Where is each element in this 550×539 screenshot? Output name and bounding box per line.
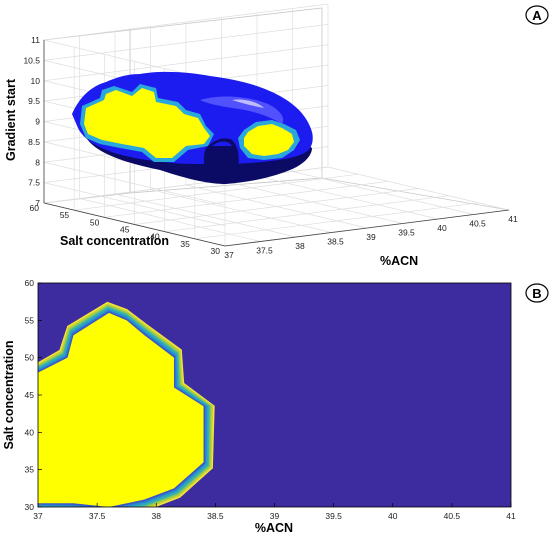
grid-z-side: [43, 161, 226, 206]
z-tick-label: 7: [35, 198, 40, 208]
panel-a-ticks: 37 37.5 38 38.5 39 39.5 40 40.5 41 30 35 40 45 50 55 60…: [23, 35, 518, 260]
y-tick-label: 55: [60, 210, 70, 220]
grid-y-floor: [74, 173, 359, 211]
x-tick-label: 40: [388, 511, 398, 521]
grid-z-back: [43, 44, 329, 82]
panel-a-letter: A: [532, 8, 542, 23]
x-tick-label: 37: [33, 511, 43, 521]
surface-valley: [203, 138, 239, 180]
y-tick-label: 45: [25, 390, 35, 400]
y-tick-label: 40: [150, 232, 160, 242]
panel-a-3d-surface: 37 37.5 38 38.5 39 39.5 40 40.5 41 30 35 40 45 50 55 60…: [4, 3, 549, 268]
z-tick-label: 11: [31, 35, 40, 45]
surface-highlight-2: [232, 99, 264, 108]
grid-z-back: [43, 3, 329, 41]
y-tick-label: 45: [120, 225, 130, 235]
heatmap-contour-layers: [38, 301, 215, 507]
y-tick-label: 50: [90, 217, 100, 227]
panel-b-letter: B: [532, 286, 541, 301]
surface-valley-rim: [212, 141, 232, 146]
x-tick-label: 37.5: [256, 246, 273, 256]
panel-b-ticks: 37 37.5 38 38.5 39 39.5 40 40.5 41 30 35 40 45 50 55 60: [25, 278, 516, 521]
x-axis-line: [224, 209, 510, 247]
panel-a-badge: A: [525, 5, 549, 25]
y-tick-label: 40: [25, 427, 35, 437]
panel-b-badge: B: [525, 283, 549, 303]
z-tick-label: 9.5: [28, 96, 40, 106]
y-tick-label: 60: [25, 278, 35, 288]
panel-b-heatmap: 37 37.5 38 38.5 39 39.5 40 40.5 41 30 35 40 45 50 55 60…: [2, 278, 549, 535]
grid-z-back: [43, 24, 329, 61]
grid-y-floor: [134, 188, 419, 225]
panel-a-zlabel: Gradient start: [4, 78, 18, 161]
y-tick-label: 30: [211, 246, 221, 256]
x-tick-label: 40.5: [444, 511, 461, 521]
yellow-plateau-right-core: [244, 124, 294, 156]
surface-highlight: [200, 96, 284, 124]
x-tick-label: 41: [506, 511, 516, 521]
x-tick-label: 39: [270, 511, 280, 521]
panel-a-xlabel: %ACN: [380, 254, 418, 268]
y-axis-line: [43, 202, 226, 247]
x-tick-label: 40.5: [469, 219, 486, 229]
y-tick-label: 30: [25, 502, 35, 512]
surface-blob: [72, 71, 313, 184]
panel-b-ylabel: Salt concentration: [2, 340, 16, 449]
grid-z-side: [43, 182, 226, 226]
y-tick-label: 50: [25, 353, 35, 363]
z-tick-label: 9: [35, 117, 40, 127]
y-tick-label: 55: [25, 315, 35, 325]
x-tick-label: 39.5: [325, 511, 342, 521]
z-tick-label: 10: [31, 76, 41, 86]
x-tick-label: 37: [224, 250, 234, 260]
x-tick-label: 41: [508, 214, 518, 224]
grid-y-floor: [104, 180, 389, 218]
z-tick-label: 8: [35, 157, 40, 167]
y-tick-label: 35: [180, 239, 190, 249]
panel-a-ylabel: Salt concentration: [60, 234, 169, 248]
y-tick-label: 35: [25, 465, 35, 475]
x-tick-label: 38.5: [327, 237, 344, 247]
z-tick-label: 10.5: [23, 55, 40, 65]
grid-y-floor: [194, 202, 479, 240]
x-tick-label: 38: [295, 241, 305, 251]
x-tick-label: 39.5: [398, 228, 415, 238]
x-tick-label: 39: [366, 232, 376, 242]
x-tick-label: 40: [437, 223, 447, 233]
yellow-plateau-left-core: [84, 88, 210, 158]
x-tick-label: 38: [152, 511, 162, 521]
high-region: [38, 312, 204, 507]
z-tick-label: 7.5: [28, 178, 40, 188]
grid-y-floor: [164, 195, 449, 233]
z-tick-label: 8.5: [28, 137, 40, 147]
x-tick-label: 37.5: [89, 511, 106, 521]
panel-b-xlabel: %ACN: [255, 521, 293, 535]
y-tick-label: 60: [30, 203, 40, 213]
x-tick-label: 38.5: [207, 511, 224, 521]
